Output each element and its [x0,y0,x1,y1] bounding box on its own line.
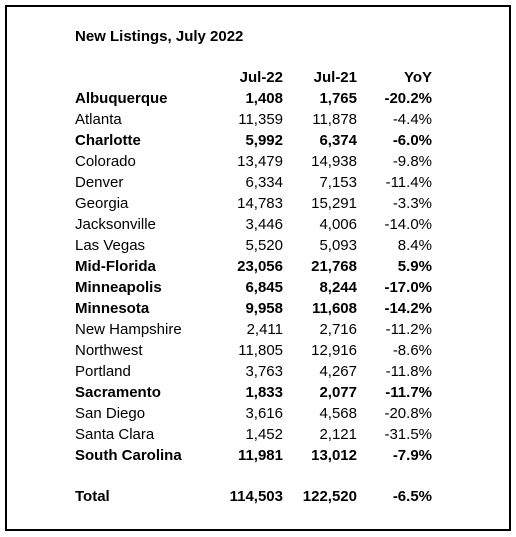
row-label: Denver [75,174,124,191]
jul22-cell: 5,520 [245,237,283,254]
jul21-cell: 4,267 [319,363,357,380]
row-label: Charlotte [75,132,141,149]
yoy-cell: -11.8% [385,363,432,380]
jul21-cell: 13,012 [311,447,357,464]
yoy-cell: -20.2% [384,90,432,107]
jul21-cell: 11,878 [312,111,357,128]
yoy-cell: -8.6% [392,342,432,359]
jul22-cell: 1,452 [245,426,283,443]
yoy-cell: -3.3% [392,195,432,212]
yoy-cell: -11.7% [385,384,432,401]
row-label: Jacksonville [75,216,156,233]
row-label: Portland [75,363,131,380]
jul21-cell: 1,765 [319,90,357,107]
jul22-cell: 9,958 [245,300,283,317]
jul21-cell: 4,006 [319,216,357,233]
jul22-cell: 14,783 [237,195,283,212]
jul22-cell: 13,479 [237,153,283,170]
yoy-cell: -9.8% [392,153,432,170]
jul22-cell: 23,056 [237,258,283,275]
jul22-cell: 6,334 [245,174,283,191]
column-header: Jul-21 [313,69,357,86]
jul21-cell: 12,916 [311,342,357,359]
yoy-cell: 5.9% [397,258,432,275]
row-label: Northwest [75,342,143,359]
yoy-cell: -17.0% [384,279,432,296]
yoy-cell: -6.0% [392,132,432,149]
row-label: South Carolina [75,447,182,464]
row-label: Mid-Florida [75,258,156,275]
row-label: Minneapolis [75,279,162,296]
column-header: Jul-22 [239,69,283,86]
yoy-cell: -14.0% [384,216,432,233]
table-frame [5,5,511,531]
jul21-cell: 5,093 [319,237,357,254]
row-label: Santa Clara [75,426,155,443]
jul22-cell: 11,359 [238,111,283,128]
yoy-cell: -4.4% [392,111,432,128]
row-label: Sacramento [75,384,161,401]
jul22-cell: 3,446 [245,216,283,233]
row-label: Albuquerque [75,90,168,107]
total-row-label: Total [75,488,110,505]
row-label: San Diego [75,405,146,422]
yoy-cell: -11.4% [385,174,432,191]
row-label: Atlanta [75,111,122,128]
jul21-cell: 7,153 [319,174,357,191]
total-yoy-cell: -6.5% [392,488,432,505]
total-jul21-cell: 122,520 [302,488,357,505]
jul21-cell: 2,121 [319,426,357,443]
total-jul22-cell: 114,503 [229,488,283,505]
yoy-cell: -31.5% [384,426,432,443]
jul21-cell: 21,768 [311,258,357,275]
jul21-cell: 2,716 [319,321,357,338]
yoy-cell: -14.2% [384,300,432,317]
column-header: YoY [403,69,432,86]
jul22-cell: 3,763 [245,363,283,380]
jul21-cell: 14,938 [311,153,357,170]
jul21-cell: 6,374 [319,132,357,149]
row-label: Minnesota [75,300,150,317]
row-label: New Hampshire [75,321,182,338]
jul21-cell: 4,568 [319,405,357,422]
jul22-cell: 2,411 [246,321,283,338]
title: New Listings, July 2022 [75,28,244,45]
jul22-cell: 1,833 [245,384,283,401]
jul21-cell: 8,244 [319,279,357,296]
row-label: Georgia [75,195,129,212]
jul22-cell: 1,408 [245,90,283,107]
jul22-cell: 11,805 [238,342,283,359]
row-label: Colorado [75,153,136,170]
row-label: Las Vegas [75,237,146,254]
jul21-cell: 2,077 [319,384,357,401]
yoy-cell: -20.8% [384,405,432,422]
jul22-cell: 3,616 [245,405,283,422]
jul21-cell: 11,608 [311,300,357,317]
yoy-cell: 8.4% [397,237,432,254]
yoy-cell: -11.2% [385,321,432,338]
jul22-cell: 6,845 [245,279,283,296]
jul21-cell: 15,291 [311,195,357,212]
jul22-cell: 11,981 [237,447,283,464]
yoy-cell: -7.9% [392,447,432,464]
jul22-cell: 5,992 [245,132,283,149]
